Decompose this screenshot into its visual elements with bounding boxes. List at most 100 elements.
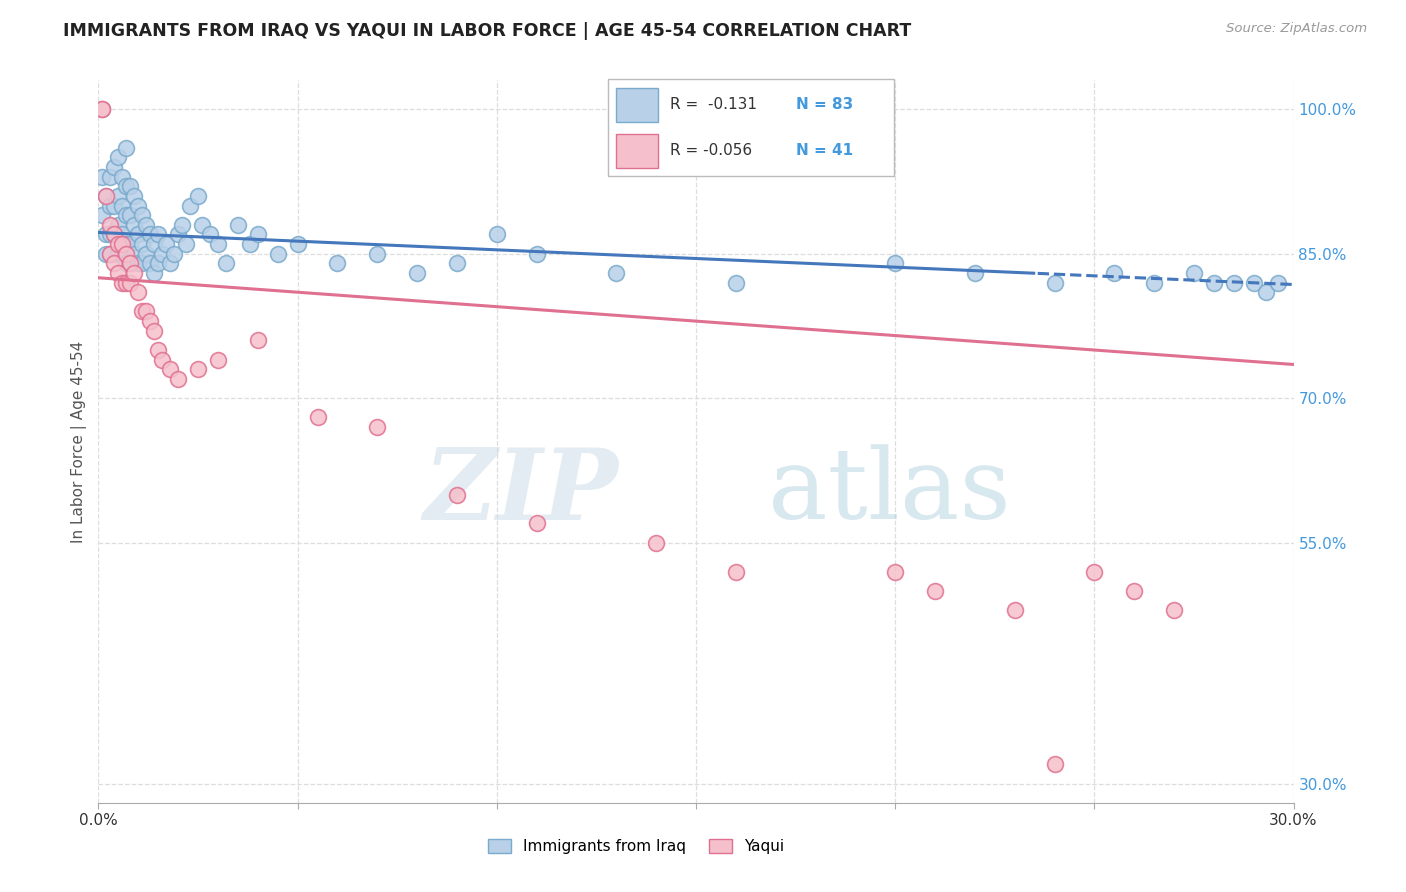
Point (115, 256, 138, 270)
FancyBboxPatch shape (607, 78, 894, 177)
Point (485, 227, 508, 242)
Point (135, 218, 157, 232)
Point (187, 362, 209, 376)
Point (226, 218, 249, 232)
Point (96, 246, 118, 260)
Point (1123, 583, 1146, 598)
Point (115, 208, 138, 222)
Point (91, 208, 114, 222)
Point (326, 256, 349, 270)
Point (1004, 603, 1026, 617)
Point (115, 276, 138, 290)
Point (135, 304, 157, 318)
Point (884, 565, 907, 579)
Point (107, 237, 129, 252)
Point (120, 256, 142, 270)
Point (174, 237, 197, 252)
Point (1163, 603, 1185, 617)
Text: IMMIGRANTS FROM IRAQ VS YAQUI IN LABOR FORCE | AGE 45-54 CORRELATION CHART: IMMIGRANTS FROM IRAQ VS YAQUI IN LABOR F… (63, 22, 911, 40)
Point (724, 276, 747, 290)
Point (127, 285, 149, 300)
Point (526, 516, 548, 531)
Point (167, 372, 190, 386)
Point (155, 237, 177, 252)
Text: atlas: atlas (768, 444, 1011, 540)
FancyBboxPatch shape (616, 88, 658, 122)
Point (98, 169, 122, 184)
Point (179, 198, 201, 212)
Point (366, 420, 388, 434)
Point (115, 141, 138, 155)
Point (1182, 266, 1205, 280)
Point (111, 246, 134, 260)
Point (307, 410, 329, 425)
Y-axis label: In Labor Force | Age 45-54: In Labor Force | Age 45-54 (72, 341, 87, 542)
Point (143, 266, 166, 280)
Point (111, 237, 134, 252)
Point (103, 256, 125, 270)
Point (1143, 276, 1166, 290)
Point (124, 246, 146, 260)
Point (91, 102, 114, 116)
Point (1223, 276, 1246, 290)
Point (239, 237, 262, 252)
Point (198, 227, 221, 242)
Point (287, 237, 309, 252)
Point (148, 343, 170, 357)
Point (127, 256, 149, 270)
Point (215, 256, 238, 270)
Point (120, 237, 142, 252)
Point (246, 227, 269, 242)
Point (124, 266, 146, 280)
Point (107, 218, 129, 232)
Point (187, 189, 209, 203)
Point (96, 227, 118, 242)
Point (120, 179, 142, 194)
Point (143, 324, 166, 338)
Point (107, 150, 129, 164)
Text: R =  -0.131: R = -0.131 (669, 97, 756, 112)
Point (103, 198, 125, 212)
Point (98, 218, 122, 232)
Point (98, 246, 122, 260)
Point (172, 218, 194, 232)
Point (150, 246, 173, 260)
Point (159, 256, 181, 270)
Point (131, 256, 153, 270)
Point (111, 227, 134, 242)
Point (167, 227, 190, 242)
Point (107, 266, 129, 280)
Point (148, 256, 170, 270)
Point (139, 256, 162, 270)
Point (139, 227, 162, 242)
Point (120, 208, 142, 222)
Point (115, 246, 138, 260)
Point (1043, 276, 1066, 290)
Point (98, 227, 122, 242)
Point (127, 198, 149, 212)
Point (131, 304, 153, 318)
Point (526, 246, 548, 260)
Point (135, 246, 157, 260)
Text: R = -0.056: R = -0.056 (669, 144, 752, 158)
FancyBboxPatch shape (616, 135, 658, 168)
Point (96, 189, 118, 203)
Point (267, 246, 290, 260)
Point (124, 218, 146, 232)
Point (366, 246, 388, 260)
Point (446, 256, 468, 270)
Point (1254, 285, 1277, 300)
Point (115, 237, 138, 252)
Point (103, 227, 125, 242)
Point (107, 246, 129, 260)
Point (159, 362, 181, 376)
Point (884, 256, 907, 270)
Point (111, 198, 134, 212)
Point (724, 565, 747, 579)
Point (103, 160, 125, 174)
Point (924, 583, 946, 598)
Point (446, 487, 468, 501)
Point (111, 169, 134, 184)
Text: N = 41: N = 41 (796, 144, 853, 158)
Point (120, 276, 142, 290)
